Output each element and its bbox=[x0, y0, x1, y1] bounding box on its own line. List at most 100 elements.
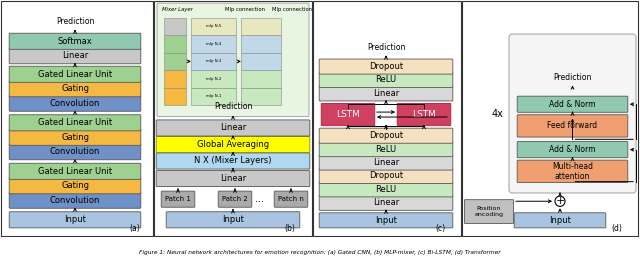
Text: 4x: 4x bbox=[492, 109, 504, 118]
Text: +: + bbox=[556, 196, 564, 206]
Text: Gating: Gating bbox=[61, 84, 89, 93]
FancyBboxPatch shape bbox=[9, 95, 141, 111]
Text: Prediction: Prediction bbox=[214, 102, 252, 111]
FancyBboxPatch shape bbox=[274, 191, 308, 207]
Bar bbox=[191, 70, 236, 88]
FancyBboxPatch shape bbox=[319, 182, 453, 197]
Text: Convolution: Convolution bbox=[50, 196, 100, 205]
FancyBboxPatch shape bbox=[319, 86, 453, 101]
Text: Add & Norm: Add & Norm bbox=[549, 145, 596, 154]
FancyBboxPatch shape bbox=[319, 213, 453, 228]
Text: (b): (b) bbox=[284, 224, 295, 233]
FancyBboxPatch shape bbox=[319, 168, 453, 183]
Bar bbox=[191, 53, 236, 70]
Text: Mlp connection: Mlp connection bbox=[272, 7, 312, 12]
Text: Dropout: Dropout bbox=[369, 172, 403, 180]
Text: Mlp connection: Mlp connection bbox=[225, 7, 265, 12]
Text: ...: ... bbox=[255, 194, 264, 204]
Text: mlp N-1: mlp N-1 bbox=[205, 94, 221, 99]
Bar bbox=[241, 18, 281, 35]
FancyBboxPatch shape bbox=[517, 96, 628, 112]
Text: Feed forward: Feed forward bbox=[547, 122, 598, 130]
FancyBboxPatch shape bbox=[156, 171, 310, 187]
FancyBboxPatch shape bbox=[218, 191, 252, 207]
FancyBboxPatch shape bbox=[319, 128, 453, 143]
Text: Patch n: Patch n bbox=[278, 196, 304, 202]
Text: Gated Linear Unit: Gated Linear Unit bbox=[38, 70, 112, 79]
FancyBboxPatch shape bbox=[9, 192, 141, 208]
Text: Linear: Linear bbox=[220, 174, 246, 183]
Bar bbox=[313, 1, 461, 236]
FancyBboxPatch shape bbox=[319, 59, 453, 74]
Text: Linear: Linear bbox=[220, 124, 246, 132]
FancyBboxPatch shape bbox=[319, 195, 453, 210]
Text: Patch 2: Patch 2 bbox=[222, 196, 248, 202]
FancyBboxPatch shape bbox=[9, 115, 141, 131]
Text: Prediction: Prediction bbox=[554, 72, 592, 82]
Bar bbox=[191, 18, 236, 35]
Text: Linear: Linear bbox=[373, 158, 399, 167]
Text: Mixer Layer: Mixer Layer bbox=[162, 7, 193, 12]
Text: mlp N-3: mlp N-3 bbox=[205, 59, 221, 63]
Text: Figure 1: Neural network architectures for emotion recognition: (a) Gated CNN, (: Figure 1: Neural network architectures f… bbox=[139, 251, 501, 255]
FancyBboxPatch shape bbox=[156, 136, 310, 152]
FancyBboxPatch shape bbox=[9, 129, 141, 145]
Text: (a): (a) bbox=[129, 224, 140, 233]
FancyBboxPatch shape bbox=[9, 144, 141, 160]
Text: mlp N-5: mlp N-5 bbox=[206, 24, 221, 28]
Text: Linear: Linear bbox=[373, 198, 399, 207]
FancyBboxPatch shape bbox=[161, 191, 195, 207]
FancyBboxPatch shape bbox=[517, 160, 628, 182]
FancyBboxPatch shape bbox=[465, 200, 513, 223]
Text: N X (Mixer Layers): N X (Mixer Layers) bbox=[195, 157, 272, 165]
Text: Multi-head
attention: Multi-head attention bbox=[552, 162, 593, 181]
Text: Gating: Gating bbox=[61, 133, 89, 142]
Text: ReLU: ReLU bbox=[376, 145, 397, 154]
FancyBboxPatch shape bbox=[319, 142, 453, 157]
Text: Position
encoding: Position encoding bbox=[474, 206, 504, 217]
Text: Gating: Gating bbox=[61, 181, 89, 190]
FancyBboxPatch shape bbox=[157, 3, 309, 117]
Bar bbox=[164, 18, 186, 35]
Bar bbox=[164, 70, 186, 88]
Text: Linear: Linear bbox=[62, 51, 88, 60]
FancyBboxPatch shape bbox=[517, 142, 628, 158]
FancyBboxPatch shape bbox=[9, 178, 141, 194]
Text: Convolution: Convolution bbox=[50, 99, 100, 108]
Text: (c): (c) bbox=[435, 224, 445, 233]
FancyBboxPatch shape bbox=[319, 72, 453, 87]
Text: Input: Input bbox=[375, 216, 397, 225]
Bar bbox=[462, 1, 638, 236]
FancyBboxPatch shape bbox=[156, 120, 310, 136]
Text: Dropout: Dropout bbox=[369, 62, 403, 71]
Text: mlp N-2: mlp N-2 bbox=[205, 77, 221, 81]
Text: Input: Input bbox=[64, 215, 86, 224]
Bar bbox=[191, 88, 236, 105]
Bar bbox=[241, 70, 281, 88]
FancyBboxPatch shape bbox=[9, 48, 141, 64]
Text: Patch 1: Patch 1 bbox=[165, 196, 191, 202]
FancyBboxPatch shape bbox=[321, 103, 375, 126]
FancyBboxPatch shape bbox=[397, 103, 451, 126]
Text: Input: Input bbox=[222, 215, 244, 224]
Text: (d): (d) bbox=[611, 224, 622, 233]
FancyBboxPatch shape bbox=[517, 115, 628, 137]
Bar bbox=[164, 53, 186, 70]
Text: Add & Norm: Add & Norm bbox=[549, 100, 596, 109]
Text: Gated Linear Unit: Gated Linear Unit bbox=[38, 118, 112, 127]
Text: Prediction: Prediction bbox=[56, 17, 94, 26]
Circle shape bbox=[555, 196, 565, 206]
FancyBboxPatch shape bbox=[319, 155, 453, 170]
Bar bbox=[241, 53, 281, 70]
Text: LSTM: LSTM bbox=[336, 110, 360, 119]
Text: ReLU: ReLU bbox=[376, 76, 397, 84]
Text: Input: Input bbox=[549, 216, 571, 225]
Text: mlp N-4: mlp N-4 bbox=[205, 42, 221, 46]
Text: ReLU: ReLU bbox=[376, 185, 397, 194]
Text: Global Averaging: Global Averaging bbox=[197, 140, 269, 149]
Bar bbox=[164, 35, 186, 53]
FancyBboxPatch shape bbox=[9, 81, 141, 97]
Bar bbox=[191, 35, 236, 53]
Bar bbox=[164, 88, 186, 105]
Bar bbox=[241, 88, 281, 105]
